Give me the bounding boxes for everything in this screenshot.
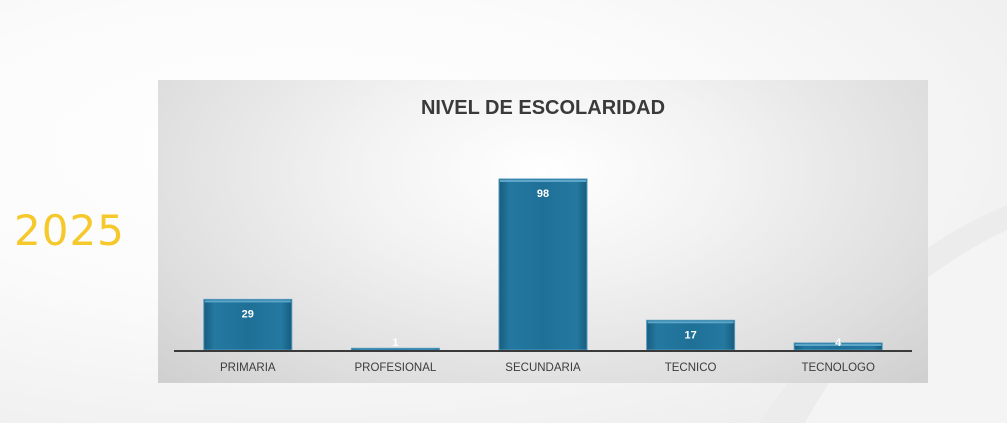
bar-secundaria — [498, 178, 588, 351]
bar-primaria — [203, 298, 293, 351]
year-label: 2025 — [14, 206, 125, 255]
category-label-secundaria: SECUNDARIA — [505, 362, 581, 374]
category-label-profesional: PROFESIONAL — [354, 362, 436, 374]
data-label-primaria: 29 — [242, 308, 254, 320]
data-label-tecnologo: 4 — [835, 337, 842, 349]
category-label-primaria: PRIMARIA — [220, 362, 276, 374]
bars-layer: 29 1 98 17 4 — [203, 178, 883, 351]
category-label-tecnico: TECNICO — [665, 362, 717, 374]
category-labels: PRIMARIA PROFESIONAL SECUNDARIA TECNICO TECN… — [220, 362, 875, 374]
chart-title: NIVEL DE ESCOLARIDAD — [421, 97, 665, 119]
bar-chart: NIVEL DE ESCOLARIDAD 29 1 98 17 4 PRIMARIA PR… — [158, 80, 928, 383]
bar-highlight-primaria — [204, 300, 291, 303]
data-label-secundaria: 98 — [537, 188, 549, 200]
data-label-tecnico: 17 — [684, 329, 696, 341]
bar-highlight-tecnico — [647, 321, 734, 324]
category-label-tecnologo: TECNOLOGO — [801, 362, 875, 374]
bar-highlight-tecnologo — [795, 344, 882, 346]
data-label-profesional: 1 — [392, 337, 398, 349]
bar-highlight-secundaria — [500, 180, 586, 182]
bar-tecnico — [646, 319, 736, 351]
